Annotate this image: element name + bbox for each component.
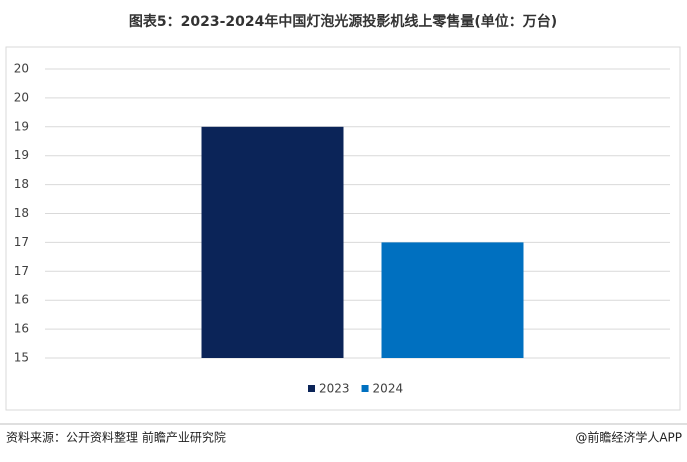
y-tick-label: 18 <box>14 206 29 220</box>
y-tick-label: 19 <box>14 119 29 133</box>
source-note: 资料来源：公开资料整理 前瞻产业研究院 <box>6 430 226 445</box>
y-tick-label: 16 <box>14 322 29 336</box>
y-tick-label: 15 <box>14 351 29 365</box>
y-tick-label: 18 <box>14 177 29 191</box>
chart-frame <box>5 46 681 411</box>
y-tick-label: 17 <box>14 264 29 278</box>
legend-label: 2024 <box>373 382 404 396</box>
y-tick-label: 19 <box>14 148 29 162</box>
bar <box>201 126 344 358</box>
chart-title: 图表5：2023-2024年中国灯泡光源投影机线上零售量(单位：万台) <box>129 13 557 30</box>
bar <box>381 242 524 358</box>
legend-label: 2023 <box>319 382 350 396</box>
y-tick-label: 20 <box>14 62 29 76</box>
legend-swatch <box>308 385 315 392</box>
brand: @前瞻经济学人APP <box>575 430 682 445</box>
y-tick-label: 16 <box>14 293 29 307</box>
y-tick-label: 17 <box>14 235 29 249</box>
y-tick-label: 20 <box>14 90 29 104</box>
legend-swatch <box>361 385 369 392</box>
